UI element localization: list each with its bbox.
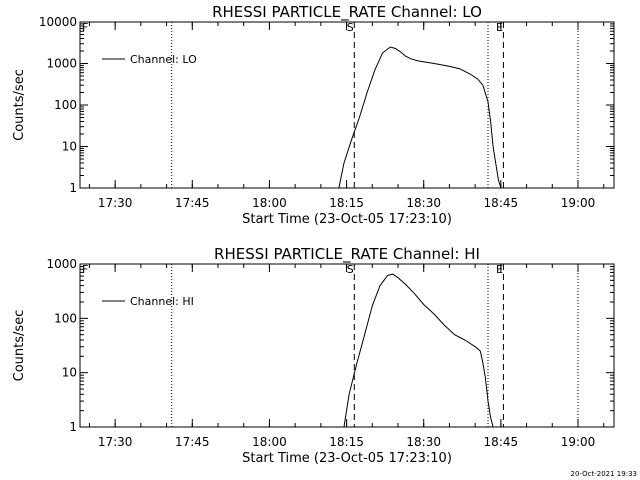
x-axis-label: Start Time (23-Oct-05 17:23:10)	[242, 212, 452, 227]
chart-title: RHESSI PARTICLE_RATE Channel: HI	[214, 245, 480, 264]
y-tick-label: 1000	[46, 257, 77, 271]
y-tick-label: 1	[69, 420, 77, 434]
y-tick-label: 10000	[39, 15, 77, 29]
y-tick-label: 1000	[46, 57, 77, 71]
marker-label: E	[496, 21, 503, 34]
x-tick-label: 18:45	[484, 196, 519, 210]
corner-flag-label: F	[82, 21, 88, 34]
panel-hi: RHESSI PARTICLE_RATE Channel: HI 17:30 17:…	[12, 245, 615, 466]
y-tick-label: 10	[62, 366, 77, 380]
x-tick-label: 18:00	[252, 196, 287, 210]
timestamp-footer: 20-Oct-2021 19:33	[571, 470, 637, 478]
corner-flag-label: F	[82, 263, 88, 276]
x-tick-label: 18:15	[329, 435, 364, 449]
x-tick-label: 17:30	[98, 435, 133, 449]
x-tick-label: 17:30	[98, 196, 133, 210]
y-tick-label: 100	[54, 98, 77, 112]
y-tick-label: 10	[62, 140, 77, 154]
x-tick-label: 19:00	[561, 435, 596, 449]
chart-title: RHESSI PARTICLE_RATE Channel: LO	[212, 3, 482, 22]
x-tick-label: 19:00	[561, 196, 596, 210]
plot-frame	[79, 21, 615, 189]
y-axis-label: Counts/sec	[12, 69, 27, 141]
x-tick-label: 18:30	[406, 196, 441, 210]
series-line	[343, 273, 494, 428]
y-tick-label: 100	[54, 311, 77, 325]
legend-label: Channel: HI	[130, 295, 194, 308]
y-axis-label: Counts/sec	[12, 310, 27, 382]
plot-frame	[79, 263, 615, 428]
x-tick-label: 18:15	[329, 196, 364, 210]
marker-label: S	[347, 21, 354, 34]
y-tick-label: 1	[69, 181, 77, 195]
x-tick-label: 18:30	[406, 435, 441, 449]
x-tick-label: 17:45	[175, 435, 210, 449]
x-tick-label: 18:45	[484, 435, 519, 449]
marker-label: S	[347, 263, 354, 276]
x-tick-label: 17:45	[175, 196, 210, 210]
panel-lo: RHESSI PARTICLE_RATE Channel: LO 17:30 17:…	[12, 3, 615, 227]
legend-label: Channel: LO	[130, 53, 197, 66]
x-tick-label: 18:00	[252, 435, 287, 449]
x-axis-label: Start Time (23-Oct-05 17:23:10)	[242, 451, 452, 466]
series-line	[338, 46, 502, 189]
marker-label: E	[496, 263, 503, 276]
